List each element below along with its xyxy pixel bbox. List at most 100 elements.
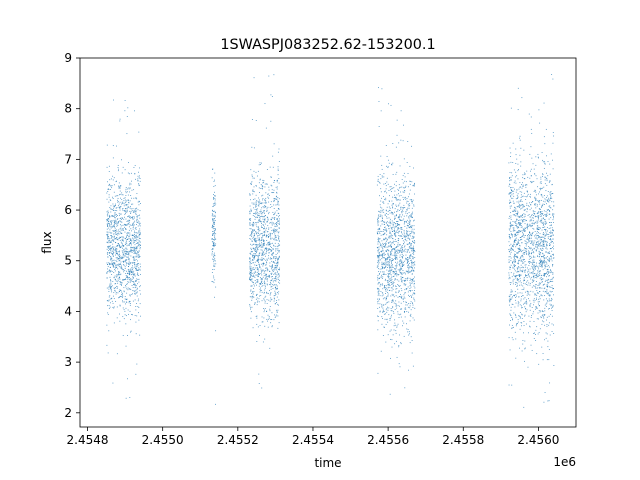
data-point: [211, 252, 213, 254]
data-point: [132, 281, 134, 283]
data-point: [263, 212, 265, 214]
data-point: [119, 283, 121, 285]
data-point: [411, 282, 413, 284]
data-point: [402, 214, 403, 216]
data-point: [254, 302, 256, 304]
data-point: [537, 226, 539, 228]
data-point: [530, 181, 532, 183]
data-point: [539, 270, 541, 272]
data-point: [258, 275, 260, 277]
data-point: [266, 221, 268, 223]
data-point: [277, 200, 279, 202]
data-point: [545, 221, 547, 223]
data-point: [521, 314, 523, 316]
data-point: [258, 203, 260, 205]
data-point: [549, 163, 551, 165]
data-point: [260, 259, 262, 261]
data-point: [120, 219, 122, 220]
data-point: [139, 175, 140, 177]
data-point: [125, 303, 126, 305]
data-point: [260, 220, 261, 222]
data-point: [249, 210, 251, 212]
data-point: [264, 205, 266, 207]
data-point: [119, 246, 120, 248]
data-point: [387, 292, 389, 293]
data-point: [136, 247, 138, 248]
data-point: [407, 277, 409, 279]
data-point: [525, 249, 527, 251]
data-point: [520, 316, 522, 318]
data-point: [541, 199, 543, 201]
data-point: [264, 199, 266, 201]
data-point: [384, 287, 386, 289]
data-point: [410, 253, 412, 255]
data-point: [276, 192, 278, 194]
data-point: [410, 266, 412, 268]
data-point: [139, 217, 141, 219]
data-point: [255, 241, 257, 243]
data-point: [253, 291, 255, 292]
data-point: [263, 244, 265, 246]
data-point: [110, 288, 112, 290]
data-point: [249, 304, 251, 306]
data-point: [113, 235, 115, 237]
data-point: [134, 273, 136, 275]
data-point: [392, 281, 394, 283]
data-point: [531, 214, 533, 216]
data-point: [113, 219, 115, 221]
data-point: [268, 189, 270, 191]
data-point: [398, 346, 400, 348]
data-point: [408, 271, 410, 273]
data-point: [517, 262, 519, 264]
data-point: [211, 239, 213, 240]
data-point: [377, 283, 379, 285]
data-point: [125, 278, 127, 280]
data-point: [397, 210, 399, 212]
data-point: [270, 250, 272, 251]
data-point: [272, 253, 274, 255]
data-point: [131, 240, 133, 242]
data-point: [108, 194, 110, 196]
data-point: [391, 301, 393, 303]
data-point: [120, 261, 122, 263]
data-point: [273, 231, 274, 233]
data-point: [278, 291, 280, 293]
data-point: [513, 182, 515, 184]
data-point: [273, 208, 275, 209]
data-point: [130, 242, 132, 243]
data-point: [271, 224, 273, 226]
data-point: [552, 78, 554, 80]
data-point: [411, 302, 413, 304]
data-point: [396, 275, 398, 277]
data-point: [133, 236, 135, 238]
data-point: [388, 270, 390, 272]
data-point: [399, 263, 401, 265]
data-point: [545, 176, 547, 178]
data-point: [250, 247, 252, 249]
data-point: [519, 224, 521, 226]
data-point: [261, 162, 262, 164]
data-point: [256, 315, 258, 317]
data-point: [127, 206, 129, 208]
data-point: [530, 116, 532, 118]
data-point: [114, 226, 116, 228]
data-point: [108, 248, 110, 249]
data-point: [121, 256, 123, 258]
data-point: [411, 213, 413, 215]
data-point: [123, 245, 125, 247]
data-point: [548, 209, 549, 210]
data-point: [529, 177, 531, 179]
data-point: [534, 211, 536, 212]
data-point: [119, 214, 120, 216]
data-point: [509, 177, 510, 178]
data-point: [407, 291, 409, 293]
data-point: [116, 276, 118, 278]
data-point: [271, 312, 273, 314]
data-point: [399, 235, 401, 237]
data-point: [126, 242, 128, 244]
data-point: [380, 230, 382, 232]
data-point: [119, 239, 121, 241]
data-point: [261, 233, 263, 235]
data-point: [546, 178, 548, 180]
data-point: [109, 286, 111, 288]
